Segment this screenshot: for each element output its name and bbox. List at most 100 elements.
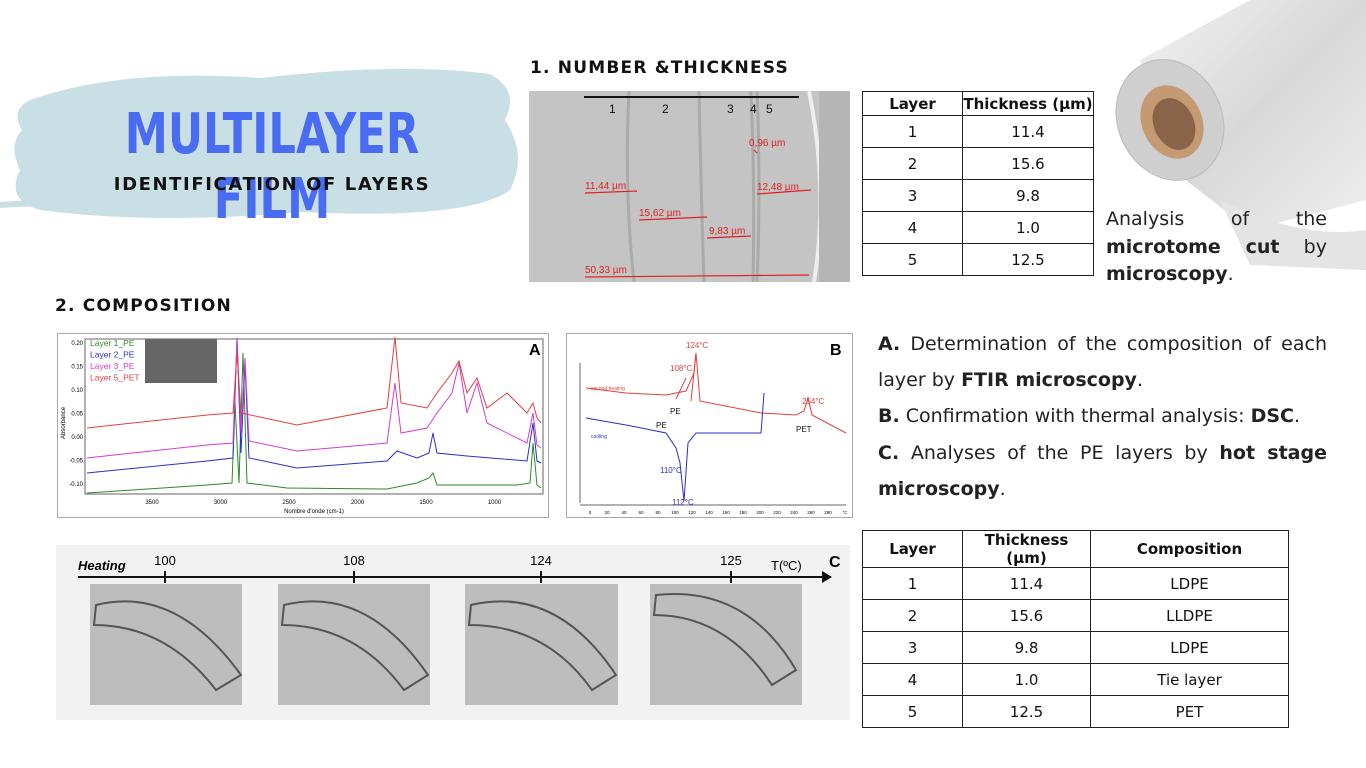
measure-line	[756, 189, 812, 195]
tick-label: 124	[530, 553, 552, 568]
panel-label: B	[830, 342, 842, 359]
header-cell: Layer	[862, 91, 963, 116]
x-tick-label: 3000	[214, 500, 228, 506]
bold-text: microscopy	[1106, 263, 1228, 285]
layer-number: 5	[766, 102, 773, 116]
cell: 3	[862, 179, 963, 212]
x-tick-label: 200	[756, 510, 764, 515]
measurement: 0,96 µm	[749, 138, 785, 149]
y-tick-label: -0.10	[69, 482, 83, 488]
x-tick-label: 280	[824, 510, 832, 515]
text: .	[999, 477, 1006, 500]
legend-entry: Layer 2_PE	[90, 350, 135, 360]
subtitle: IDENTIFICATION OF LAYERS	[113, 174, 431, 195]
y-tick-label: 0.15	[71, 365, 83, 371]
hot-stage-figure: Heating 100 108 124 125 T(ºC) C	[56, 545, 850, 720]
table: Layer Thickness (µm) 1 11.4 2 15.6 3 9.8 4 1.0 5 12…	[862, 91, 1094, 276]
cell: 5	[862, 243, 963, 276]
y-tick-label: 0.20	[71, 341, 83, 347]
composition-table: Layer Thickness (µm) Composition 1 11.4 LDPE 2…	[862, 530, 1289, 728]
dsc-label: PE	[670, 407, 681, 416]
dsc-label: PET	[796, 425, 812, 434]
axis-label: Heating	[78, 558, 126, 573]
panel-label: C	[829, 554, 841, 571]
title: MULTILAYER FILM	[124, 102, 420, 232]
x-tick-label: 1000	[488, 500, 502, 506]
text: Analysis of the	[1106, 208, 1327, 230]
cell: 11.4	[962, 115, 1094, 148]
table: Layer Thickness (µm) Composition 1 11.4 LDPE 2…	[862, 530, 1289, 728]
x-tick-label: 1500	[419, 500, 433, 506]
cell: 9.8	[962, 631, 1091, 664]
legend-entry: Layer 3_PE	[90, 361, 135, 371]
x-tick-label: 240	[790, 510, 798, 515]
tick-label: 100	[154, 553, 176, 568]
note: C. Analyses of the PE layers by hot stag…	[878, 435, 1327, 507]
row: 3 9.8	[862, 179, 1094, 212]
measurement: 11,44 µm	[585, 181, 626, 192]
layer-number: 1	[609, 102, 616, 116]
legend-entry: Layer 5_PET	[90, 373, 140, 383]
layer-number: 2	[662, 102, 669, 116]
header-cell: Thickness (µm)	[962, 530, 1091, 568]
dsc-label: 124°C	[686, 341, 709, 350]
measurement: 12,48 µm	[757, 182, 799, 193]
bold-text: DSC	[1250, 405, 1294, 428]
row: 2 15.6	[862, 147, 1094, 180]
bold-text: microtome cut	[1106, 235, 1280, 258]
y-tick-label: 0.10	[71, 388, 83, 394]
x-tick-label: 100	[671, 510, 679, 515]
notes: A. Determination of the composition of e…	[878, 326, 1327, 507]
cell: 9.8	[962, 179, 1094, 212]
row: 4 1.0	[862, 211, 1094, 244]
tick-label: 125	[720, 553, 742, 568]
panel-label: A	[529, 342, 541, 359]
text: .	[1136, 369, 1143, 392]
cell: 1	[862, 115, 963, 148]
measure-line	[706, 235, 752, 239]
measure-line	[638, 216, 708, 221]
row: 3 9.8 LDPE	[862, 631, 1289, 664]
micrograph: 1 2 3 4 5 11,44 µm 15,62 µm 9,83 µm 0,96 µm 12,48…	[529, 91, 850, 282]
x-tick-label: °C	[842, 510, 848, 515]
banner	[0, 68, 518, 219]
note: A. Determination of the composition of e…	[878, 326, 1327, 398]
x-tick-label: 120	[688, 510, 696, 515]
section-title: 2. COMPOSITION	[55, 296, 232, 316]
x-axis-label: Nombre d'onde (cm-1)	[284, 509, 344, 515]
dsc-label: 254°C	[802, 397, 825, 406]
unit-label: T(ºC)	[771, 558, 802, 573]
header-cell: Thickness (µm)	[962, 91, 1094, 116]
note-label: A.	[878, 333, 901, 355]
y-axis-label: Absorbance	[61, 406, 67, 439]
y-tick-label: 0.00	[71, 435, 83, 441]
dsc-label: 108°C	[670, 364, 693, 373]
x-tick-label: 160	[722, 510, 730, 515]
text: by	[1279, 235, 1327, 258]
measure-line	[753, 149, 758, 154]
x-tick-label: 220	[773, 510, 781, 515]
y-tick-label: 0.05	[71, 412, 83, 418]
row: 4 1.0 Tie layer	[862, 663, 1289, 696]
cell: 4	[862, 663, 963, 696]
row: 1 11.4 LDPE	[862, 567, 1289, 600]
dsc-label: PE	[656, 421, 667, 430]
cell: 3	[862, 631, 963, 664]
cell: 11.4	[962, 567, 1091, 600]
note: B. Confirmation with thermal analysis: D…	[878, 398, 1327, 434]
row: 5 12.5 PET	[862, 695, 1289, 728]
cell: 1.0	[962, 211, 1094, 244]
cell: 15.6	[962, 147, 1094, 180]
tick-label: 108	[343, 553, 365, 568]
row: 1 11.4	[862, 115, 1094, 148]
dsc-chart-image: B 124°C 108°C second heating PE 254°C PET cooli…	[566, 333, 853, 518]
cell: 12.5	[962, 243, 1094, 276]
text: .	[1227, 263, 1234, 285]
cell: LLDPE	[1090, 599, 1289, 632]
dsc-label: 110°C	[660, 466, 682, 475]
x-tick-label: 40	[621, 510, 627, 515]
measure-line	[584, 274, 810, 278]
text: Determination of the composition of each…	[878, 333, 1327, 392]
